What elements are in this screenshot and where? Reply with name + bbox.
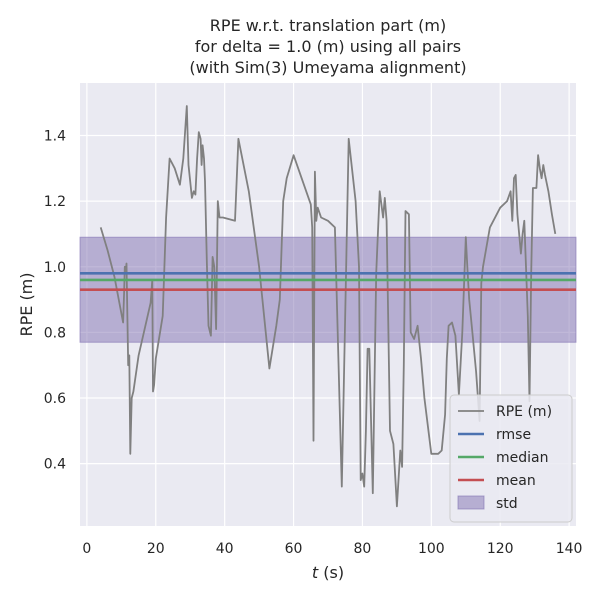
x-tick-label: 40 <box>216 541 234 557</box>
stat-lines <box>80 272 576 292</box>
rpe-series-line <box>99 105 557 508</box>
x-tick-label: 80 <box>354 541 372 557</box>
x-axis-label: t (s) <box>312 563 344 582</box>
legend-label-rpe: RPE (m) <box>496 404 552 420</box>
x-tick-label: 120 <box>487 541 514 557</box>
title-line-1: RPE w.r.t. translation part (m) <box>210 16 446 35</box>
legend-label-std_fill: std <box>496 496 518 512</box>
y-axis-label: RPE (m) <box>17 272 36 336</box>
series-layer <box>99 105 557 508</box>
legend-swatch-std_fill <box>457 495 485 510</box>
y-tick-label: 0.4 <box>44 457 66 473</box>
title-line-2: for delta = 1.0 (m) using all pairs <box>195 37 461 56</box>
title-line-3: (with Sim(3) Umeyama alignment) <box>189 58 466 77</box>
x-tick-label: 60 <box>285 541 303 557</box>
y-tick-label: 0.6 <box>44 391 66 407</box>
x-axis-ticks: 0 20 40 60 80 100 120 140 <box>82 541 582 557</box>
legend-label-median: median <box>496 450 548 466</box>
legend-label-mean: mean <box>496 473 536 489</box>
legend-label-rmse: rmse <box>496 427 531 443</box>
legend: RPE (m) rmse median mean std <box>449 394 573 523</box>
y-tick-label: 0.8 <box>44 325 66 341</box>
y-tick-label: 1.2 <box>44 194 66 210</box>
x-tick-label: 20 <box>147 541 165 557</box>
y-tick-label: 1.4 <box>44 129 66 145</box>
x-axis-label-var: t <box>312 563 319 582</box>
legend-box <box>449 394 573 523</box>
x-tick-label: 100 <box>418 541 445 557</box>
y-axis-ticks: 0.4 0.6 0.8 1.0 1.2 1.4 <box>44 129 66 473</box>
x-tick-label: 0 <box>82 541 91 557</box>
x-axis-label-unit: (s) <box>318 563 344 582</box>
chart-title: RPE w.r.t. translation part (m) for delt… <box>189 16 466 77</box>
y-tick-label: 1.0 <box>44 260 66 276</box>
x-tick-label: 140 <box>556 541 583 557</box>
